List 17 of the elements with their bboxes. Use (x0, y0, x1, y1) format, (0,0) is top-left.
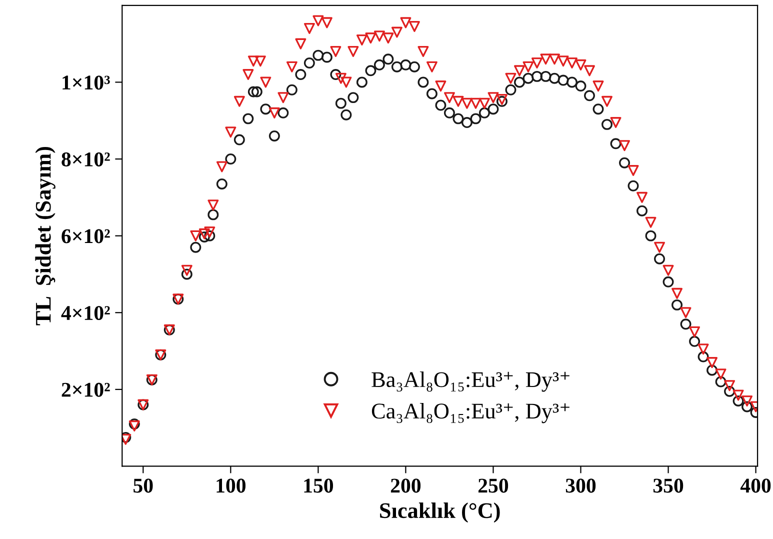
x-tick-label: 100 (216, 478, 246, 493)
x-tick-label: 350 (653, 478, 684, 493)
x-tick-label: 50 (134, 478, 153, 493)
y-tick-label: 4×10² (61, 306, 110, 320)
x-tick-label: 250 (478, 478, 508, 493)
x-tick-label: 300 (566, 478, 596, 493)
y-tick-label: 2×10² (62, 382, 110, 397)
legend-label: Ba₃Al₈O₁₅:Eu³⁺, Dy³⁺ (372, 372, 570, 392)
y-axis-title: TL Şiddet (Sayım) (35, 146, 56, 326)
x-tick-label: 200 (390, 478, 421, 493)
x-axis-title: Sıcaklık (°C) (380, 502, 500, 523)
y-tick-label: 1×10³ (62, 76, 110, 90)
y-tick-label: 8×10² (62, 152, 110, 166)
x-tick-label: 400 (740, 478, 771, 493)
x-tick-label: 150 (304, 478, 334, 493)
y-tick-label: 6×10² (62, 229, 110, 244)
legend-label: Ca₃Al₈O₁₅:Eu³⁺, Dy³⁺ (372, 402, 570, 424)
